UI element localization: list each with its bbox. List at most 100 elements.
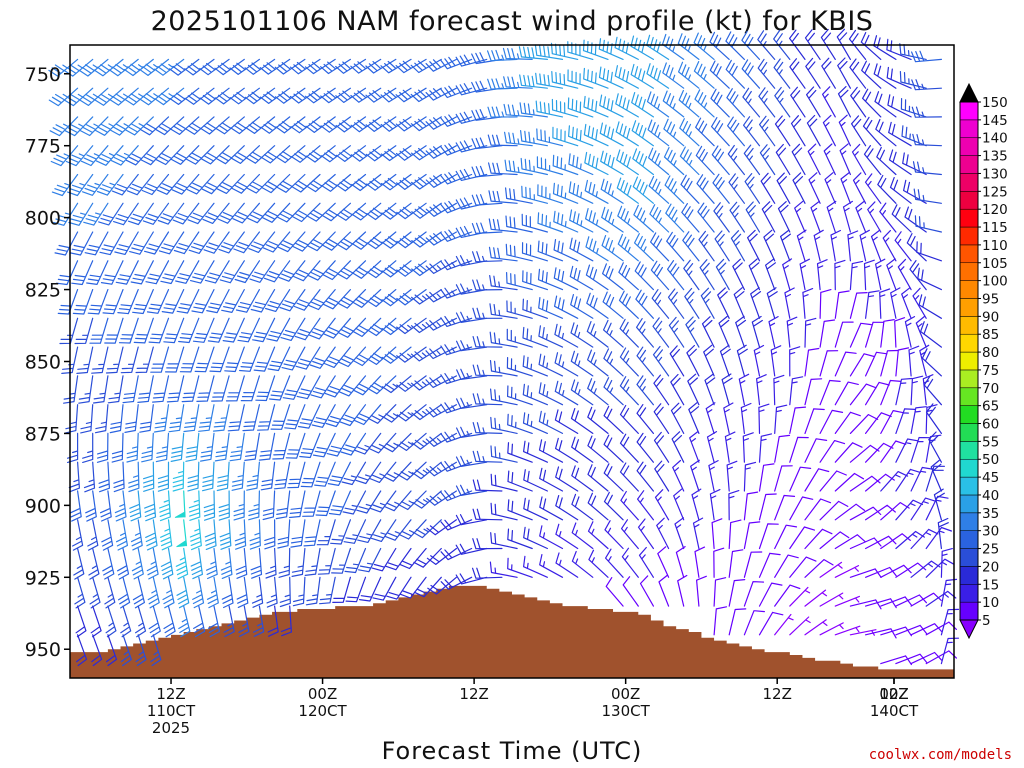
wind-barb bbox=[472, 307, 503, 319]
wind-barb bbox=[880, 596, 912, 607]
wind-barb bbox=[410, 145, 442, 161]
wind-barb bbox=[757, 58, 776, 89]
wind-barb bbox=[455, 225, 488, 238]
colorbar-label: 70 bbox=[982, 381, 999, 397]
wind-barb bbox=[307, 231, 336, 252]
wind-barb bbox=[381, 260, 412, 278]
wind-barb bbox=[279, 289, 306, 312]
wind-barb bbox=[325, 404, 351, 428]
wind-barb bbox=[440, 402, 473, 414]
wind-barb bbox=[834, 595, 860, 607]
wind-barb bbox=[569, 209, 594, 233]
wind-barb bbox=[567, 97, 594, 118]
wind-barb bbox=[880, 349, 899, 377]
wind-barb bbox=[774, 613, 794, 636]
colorbar-frame bbox=[959, 101, 979, 621]
wind-barb bbox=[229, 87, 260, 105]
terrain-layer bbox=[70, 585, 954, 678]
wind-barb bbox=[715, 258, 730, 291]
y-tick-label: 825 bbox=[25, 280, 61, 302]
wind-barb bbox=[358, 547, 382, 573]
wind-barb bbox=[109, 404, 124, 434]
wind-barb bbox=[472, 336, 503, 348]
wind-barb bbox=[507, 413, 533, 434]
wind-barb bbox=[554, 323, 579, 348]
wind-barb bbox=[727, 144, 745, 176]
wind-barb bbox=[742, 87, 761, 118]
wind-barb bbox=[396, 404, 427, 422]
wind-barb bbox=[472, 567, 503, 579]
wind-barb bbox=[937, 517, 949, 550]
wind-barb bbox=[925, 465, 945, 492]
wind-barb bbox=[290, 116, 321, 134]
wind-barb bbox=[218, 231, 245, 254]
wind-barb bbox=[819, 289, 832, 319]
wind-barb bbox=[519, 102, 548, 118]
wind-barb bbox=[355, 461, 382, 485]
colorbar-swatch bbox=[959, 173, 979, 192]
colorbar-label: 55 bbox=[982, 434, 999, 450]
wind-barb bbox=[340, 432, 367, 456]
wind-barb bbox=[743, 610, 765, 636]
wind-barb bbox=[693, 61, 715, 89]
wind-barb bbox=[933, 488, 945, 521]
wind-barb bbox=[274, 58, 306, 75]
wind-barb bbox=[305, 116, 336, 133]
wind-barb bbox=[250, 547, 263, 579]
wind-barb bbox=[240, 375, 260, 402]
wind-barb bbox=[246, 461, 260, 491]
wind-barb bbox=[698, 230, 715, 262]
wind-barb bbox=[280, 605, 292, 637]
wind-barb bbox=[336, 173, 367, 192]
wind-barb bbox=[695, 145, 715, 176]
wind-barb bbox=[316, 519, 336, 546]
wind-barb bbox=[142, 202, 170, 225]
wind-barb bbox=[696, 174, 715, 204]
wind-barb bbox=[487, 106, 518, 118]
wind-barb bbox=[411, 202, 442, 219]
wind-barb bbox=[381, 289, 412, 307]
wind-barb bbox=[338, 375, 367, 397]
wind-barb bbox=[396, 317, 427, 335]
wind-barb bbox=[111, 173, 139, 196]
wind-barb bbox=[350, 87, 382, 103]
wind-barb bbox=[396, 202, 427, 220]
wind-barb bbox=[194, 346, 215, 373]
wind-barb bbox=[229, 58, 260, 75]
wind-barb bbox=[789, 466, 812, 492]
wind-barb bbox=[758, 87, 776, 118]
wind-barb bbox=[908, 345, 920, 377]
wind-barb bbox=[190, 547, 203, 580]
wind-barb bbox=[350, 145, 382, 162]
wind-barb bbox=[148, 317, 170, 344]
wind-barb bbox=[354, 432, 382, 455]
wind-barb bbox=[804, 559, 834, 578]
wind-barb bbox=[736, 344, 748, 377]
wind-barb bbox=[507, 499, 533, 521]
wind-barb bbox=[489, 561, 518, 578]
wind-barb bbox=[570, 350, 594, 377]
wind-barb bbox=[141, 432, 154, 463]
wind-barb bbox=[819, 531, 850, 550]
wind-barb bbox=[789, 376, 804, 406]
wind-barb bbox=[770, 345, 782, 377]
wind-barb bbox=[127, 202, 154, 226]
wind-barb bbox=[253, 605, 265, 637]
wind-barb bbox=[758, 611, 784, 636]
colorbar-label: 110 bbox=[982, 238, 1008, 254]
colorbar-swatch bbox=[959, 280, 979, 299]
wind-barb bbox=[728, 490, 740, 521]
wind-barb bbox=[172, 202, 200, 225]
colorbar-label: 90 bbox=[982, 309, 999, 325]
wind-barb bbox=[743, 116, 761, 147]
wind-barb bbox=[118, 576, 131, 609]
wind-barb bbox=[810, 200, 821, 233]
wind-barb bbox=[921, 348, 942, 377]
wind-barb bbox=[570, 322, 594, 348]
wind-barb bbox=[568, 153, 594, 176]
wind-barb bbox=[677, 33, 700, 60]
wind-barb bbox=[144, 490, 157, 522]
wind-barb bbox=[400, 576, 427, 599]
wind-barb bbox=[571, 550, 594, 578]
